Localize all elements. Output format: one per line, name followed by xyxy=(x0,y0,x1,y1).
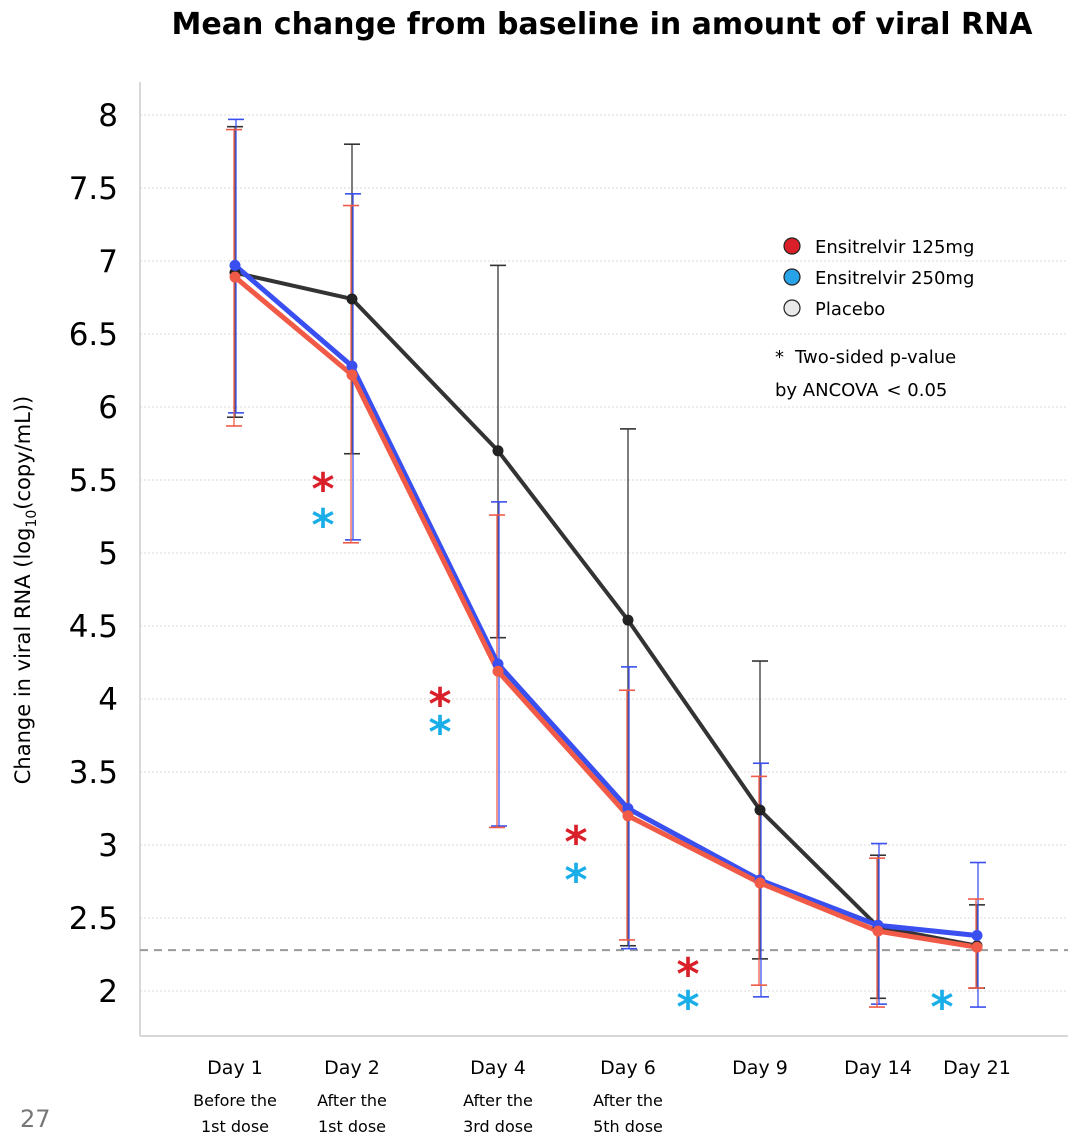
data-point xyxy=(971,930,983,942)
legend: Ensitrelvir 125mg Ensitrelvir 250mg Placeb… xyxy=(783,237,974,320)
series-line xyxy=(232,274,980,950)
significance-star: * xyxy=(676,982,699,1033)
data-point xyxy=(622,614,634,626)
y-tick-label: 8 xyxy=(98,98,118,134)
x-tick-sublabel: 3rd dose xyxy=(463,1117,533,1136)
data-point xyxy=(229,259,241,271)
legend-marker xyxy=(783,237,801,255)
page-number: 27 xyxy=(20,1105,51,1133)
legend-marker xyxy=(783,268,801,286)
significance-star: * xyxy=(676,949,699,1000)
note-line-2-text: by ANCOVA xyxy=(775,380,879,401)
x-tick-label: Day 2 xyxy=(324,1057,380,1079)
significance-star: * xyxy=(564,817,587,868)
legend-label: Placebo xyxy=(815,299,885,320)
series-markers xyxy=(229,259,983,953)
y-tick-label: 5.5 xyxy=(69,463,118,499)
data-point xyxy=(346,369,358,381)
note-line-1: Two-sided p-value xyxy=(794,347,956,368)
chart-title: Mean change from baseline in amount of v… xyxy=(172,7,1034,42)
x-tick-sublabel: After the xyxy=(463,1091,533,1110)
data-point xyxy=(971,941,983,953)
y-tick-label: 6.5 xyxy=(69,317,118,353)
x-tick-sublabel: 5th dose xyxy=(593,1117,663,1136)
data-point xyxy=(229,271,241,283)
legend-label: Ensitrelvir 125mg xyxy=(815,237,974,258)
grid-lines xyxy=(140,114,1068,992)
significance-markers: ******** * xyxy=(311,464,953,1033)
data-point xyxy=(754,804,766,816)
x-tick-label: Day 1 xyxy=(207,1057,263,1079)
significance-star: * xyxy=(564,855,587,906)
significance-note: * Two-sided p-value by ANCOVA < 0.05 xyxy=(775,347,956,401)
data-point xyxy=(622,810,634,822)
legend-label: Ensitrelvir 250mg xyxy=(815,268,974,289)
data-point xyxy=(346,293,358,305)
y-tick-label: 3 xyxy=(98,828,118,864)
note-line-2-suffix: < 0.05 xyxy=(886,380,947,401)
x-tick-label: Day 14 xyxy=(844,1057,912,1079)
x-tick-label: Day 6 xyxy=(600,1057,656,1079)
x-tick-sublabel: After the xyxy=(593,1091,663,1110)
y-tick-label: 7.5 xyxy=(69,171,118,207)
significance-star: * xyxy=(311,500,334,551)
y-tick-labels: 8 7.5 7 6.5 6 5.5 5 4.5 4 3.5 3 2.5 2 xyxy=(69,98,118,1010)
axes xyxy=(139,82,1068,1037)
note-star: * xyxy=(775,347,784,368)
y-axis-label: Change in viral RNA (log10(copy/mL)) xyxy=(11,396,40,785)
data-point xyxy=(754,877,766,889)
data-point xyxy=(872,925,884,937)
x-tick-label: Day 4 xyxy=(470,1057,526,1079)
x-tick-labels: Day 1 Before the 1st dose Day 2 After the 1st… xyxy=(193,1057,1011,1136)
y-tick-label: 4.5 xyxy=(69,609,118,645)
x-tick-label: Day 21 xyxy=(943,1057,1011,1079)
y-tick-label: 3.5 xyxy=(69,755,118,791)
x-tick-sublabel: 1st dose xyxy=(318,1117,386,1136)
y-tick-label: 5 xyxy=(98,536,118,572)
significance-star: * xyxy=(428,707,451,758)
significance-star: * xyxy=(930,982,953,1033)
x-tick-label: Day 9 xyxy=(732,1057,788,1079)
y-tick-label: 7 xyxy=(98,244,118,280)
y-tick-label: 4 xyxy=(98,682,118,718)
x-tick-sublabel: After the xyxy=(317,1091,387,1110)
legend-marker xyxy=(783,299,801,317)
data-point xyxy=(492,445,504,457)
x-tick-sublabel: Before the xyxy=(193,1091,277,1110)
significance-star: * xyxy=(311,464,334,515)
y-tick-label: 2.5 xyxy=(69,901,118,937)
y-tick-label: 6 xyxy=(98,390,118,426)
significance-star: * xyxy=(428,679,451,730)
data-point xyxy=(492,665,504,677)
y-tick-label: 2 xyxy=(98,974,118,1010)
note-line-2: by ANCOVA < 0.05 xyxy=(775,380,947,401)
x-tick-sublabel: 1st dose xyxy=(201,1117,269,1136)
